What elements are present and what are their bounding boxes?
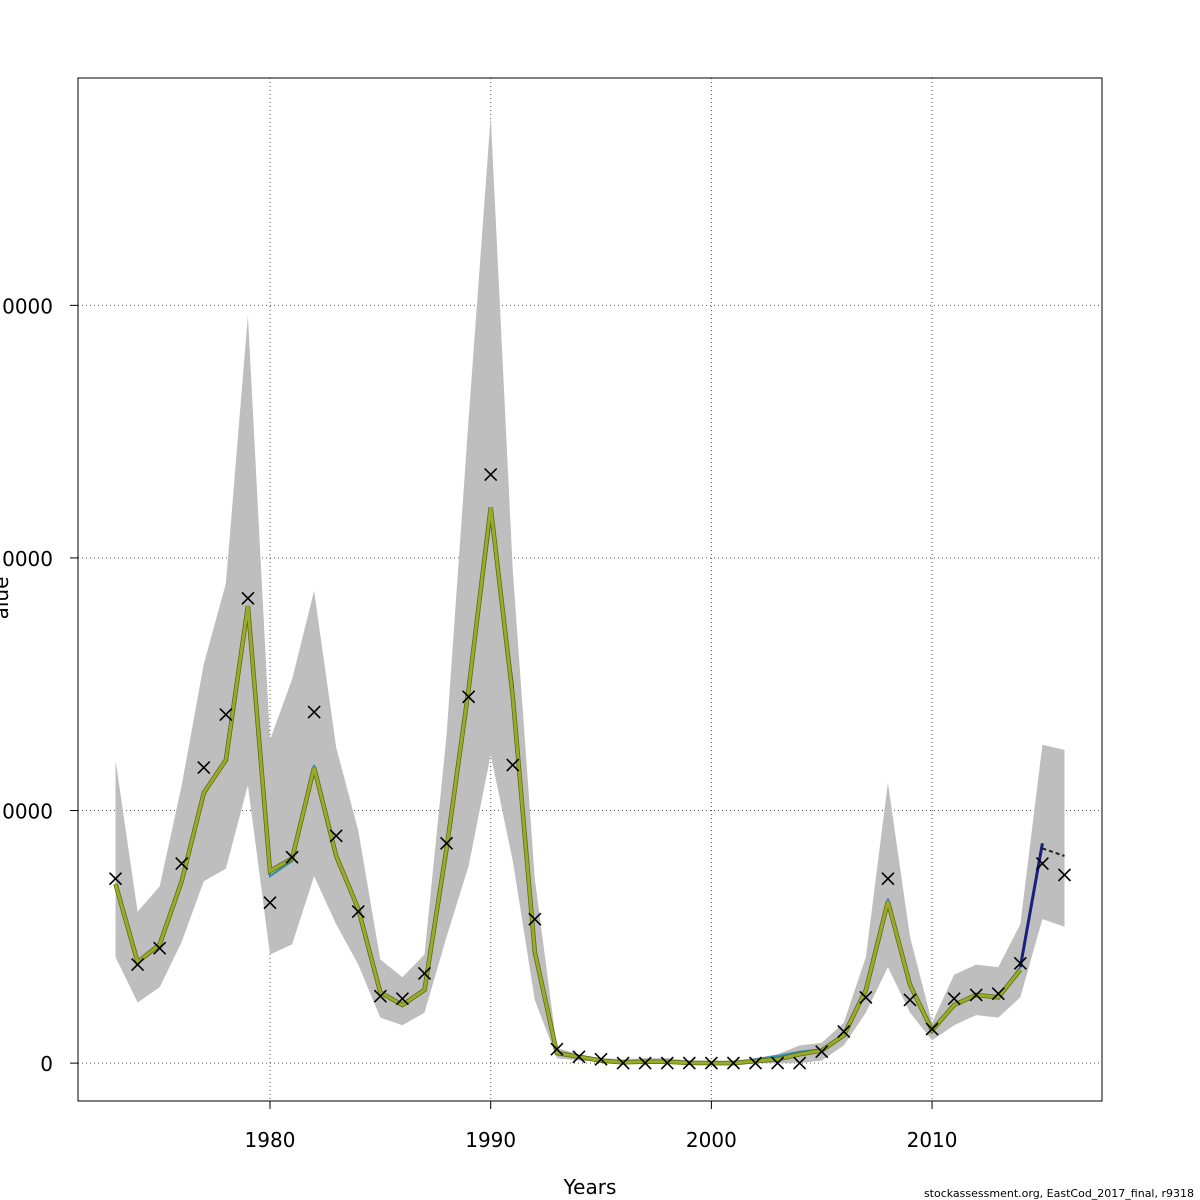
observation-marker-2014 — [1013, 956, 1027, 970]
observation-marker-1987 — [417, 966, 432, 981]
forecast-line — [1042, 847, 1065, 857]
observation-marker-2010 — [925, 1022, 939, 1036]
observation-marker-2011 — [947, 992, 961, 1006]
y-tick-label-1: 0000 — [2, 800, 53, 824]
observation-marker-1996 — [616, 1056, 630, 1070]
confidence-band — [115, 115, 1065, 1064]
observation-marker-1982 — [307, 705, 321, 719]
observation-markers — [108, 468, 1072, 1070]
observation-marker-2006 — [837, 1024, 851, 1039]
observation-marker-1980 — [263, 896, 277, 910]
x-tick-label-2000: 2000 — [686, 1128, 737, 1152]
observation-marker-2009 — [903, 993, 917, 1007]
x-tick-label-1980: 1980 — [245, 1128, 296, 1152]
footer-credit: stockassessment.org, EastCod_2017_final,… — [924, 1187, 1194, 1200]
observation-marker-1997 — [638, 1056, 652, 1070]
observation-marker-1979 — [241, 591, 255, 605]
observation-marker-1994 — [572, 1050, 586, 1064]
plot-frame — [77, 77, 1103, 1102]
observation-marker-2008 — [881, 872, 895, 886]
x-tick-label-2010: 2010 — [907, 1128, 958, 1152]
observation-marker-1992 — [528, 912, 542, 926]
observation-marker-2004 — [793, 1056, 807, 1070]
observation-marker-1990 — [484, 468, 498, 482]
fit-line-terminal — [1018, 843, 1044, 968]
observation-marker-2000 — [704, 1056, 718, 1070]
observation-marker-1999 — [682, 1056, 696, 1070]
y-axis-title: alue — [0, 577, 13, 620]
observation-marker-1989 — [462, 690, 476, 704]
observation-marker-1985 — [373, 989, 387, 1003]
observation-marker-2016 — [1057, 868, 1072, 882]
x-tick-label-1990: 1990 — [465, 1128, 516, 1152]
y-tick-label-2: 0000 — [2, 547, 53, 571]
y-tick-label-3: 0000 — [2, 294, 53, 318]
observation-marker-1986 — [395, 992, 409, 1006]
observation-marker-2001 — [726, 1056, 741, 1070]
observation-marker-1973 — [108, 872, 123, 886]
x-axis-title: Years — [563, 1175, 617, 1199]
fit-line-main — [114, 507, 1022, 1065]
y-tick-label-0: 0 — [40, 1052, 53, 1076]
observation-marker-2002 — [748, 1056, 763, 1070]
observation-marker-2012 — [969, 988, 983, 1002]
observation-marker-1978 — [219, 707, 233, 722]
observation-marker-1995 — [594, 1052, 608, 1066]
observation-marker-1991 — [506, 758, 520, 772]
x-axis: 1980 1990 2000 2010 — [245, 1101, 958, 1152]
observation-marker-1975 — [153, 941, 167, 955]
observation-marker-2013 — [991, 987, 1005, 1001]
observation-marker-1993 — [550, 1042, 564, 1056]
observation-marker-1981 — [285, 850, 299, 864]
observation-marker-2003 — [771, 1056, 785, 1070]
observation-marker-2005 — [815, 1045, 829, 1059]
observation-marker-2015 — [1035, 856, 1049, 871]
observation-marker-1983 — [329, 829, 343, 843]
observation-marker-1984 — [351, 904, 365, 919]
observation-marker-2007 — [859, 990, 873, 1005]
observation-marker-1974 — [131, 958, 145, 972]
observation-marker-1977 — [197, 761, 211, 775]
observation-marker-1976 — [175, 856, 189, 871]
observation-marker-1998 — [660, 1056, 674, 1070]
observation-marker-1988 — [439, 836, 454, 850]
